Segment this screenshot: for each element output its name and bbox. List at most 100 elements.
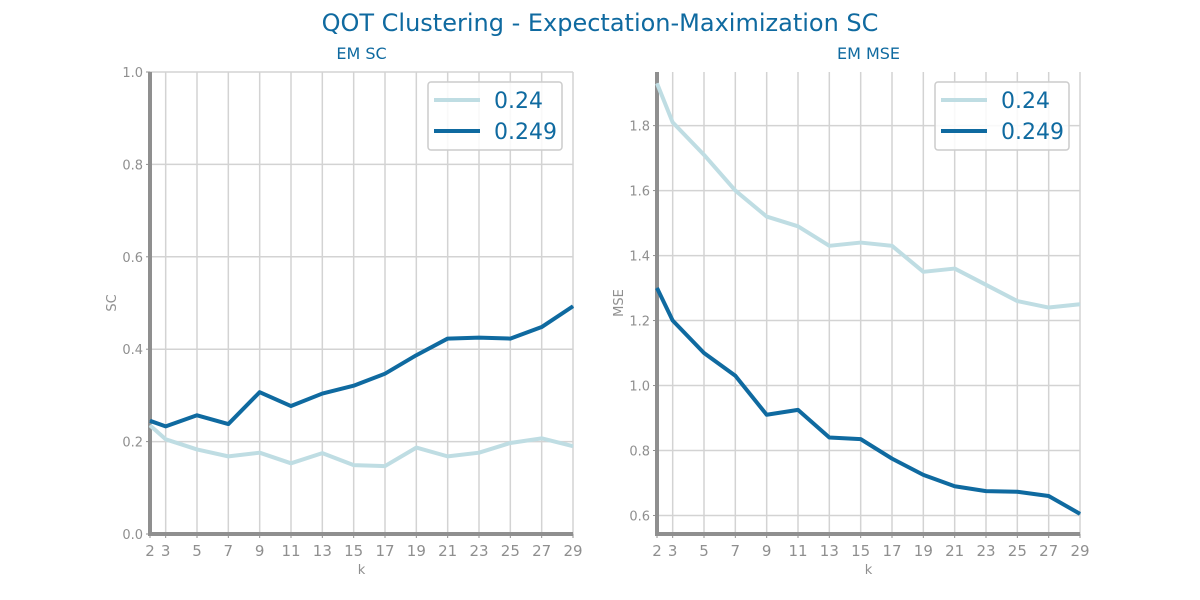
mse-grid xyxy=(656,72,1081,534)
mse-data-point xyxy=(766,216,768,218)
sc-series-light xyxy=(148,423,574,469)
mse-data-point xyxy=(672,121,674,123)
mse-data-point xyxy=(828,245,830,247)
mse-y-tick-label: 0.8 xyxy=(629,445,650,460)
mse-series-dark xyxy=(655,287,1081,516)
mse-legend: 0.24 0.249 xyxy=(934,81,1070,151)
mse-x-tick-label: 19 xyxy=(914,542,933,560)
mse-data-point xyxy=(797,225,799,227)
sc-x-tick-label: 23 xyxy=(469,542,488,560)
mse-x-tick-label: 21 xyxy=(945,542,964,560)
sc-data-point xyxy=(447,455,449,457)
mse-data-point xyxy=(703,352,705,354)
mse-y-tick-label: 0.6 xyxy=(629,509,650,524)
mse-data-point xyxy=(1079,303,1081,305)
sc-x-tick-label: 7 xyxy=(224,542,234,560)
sc-x-tick-label: 27 xyxy=(532,542,551,560)
sc-data-point xyxy=(384,465,386,467)
mse-x-tick-label: 9 xyxy=(762,542,772,560)
sc-data-point xyxy=(572,445,574,447)
mse-data-point xyxy=(891,245,893,247)
mse-data-point xyxy=(860,438,862,440)
sc-data-point xyxy=(165,425,167,427)
sc-data-point xyxy=(572,305,574,307)
mse-chart: 2 3 5 7 9 11 13 15 17 19 21 23 25 27 29 0.6 0.8 1.0 1.2 1.4… xyxy=(612,44,1090,578)
sc-x-tick-label: 17 xyxy=(375,542,394,560)
mse-y-tick-label: 1.2 xyxy=(629,315,650,330)
mse-data-point xyxy=(1079,513,1081,515)
sc-series-line xyxy=(149,304,575,429)
mse-x-tick-label: 17 xyxy=(882,542,901,560)
sc-x-tick-label: 5 xyxy=(192,542,202,560)
mse-data-point xyxy=(672,320,674,322)
sc-y-tick-label: 0.6 xyxy=(122,251,143,266)
sc-x-tick-label: 2 xyxy=(145,542,155,560)
sc-data-point xyxy=(541,326,543,328)
mse-data-point xyxy=(797,409,799,411)
mse-y-axis-label: MSE xyxy=(612,289,627,317)
sc-data-point xyxy=(290,462,292,464)
sc-x-tick-label: 9 xyxy=(255,542,265,560)
sc-series-dark xyxy=(149,304,575,429)
sc-y-tick-label: 0.2 xyxy=(122,436,143,451)
mse-data-point xyxy=(828,437,830,439)
sc-chart-title: EM SC xyxy=(336,44,386,63)
sc-data-point xyxy=(415,447,417,449)
sc-data-point xyxy=(321,452,323,454)
sc-data-point xyxy=(227,455,229,457)
sc-data-point xyxy=(384,373,386,375)
mse-data-point xyxy=(656,82,658,84)
sc-data-point xyxy=(196,448,198,450)
mse-x-tick-label: 3 xyxy=(668,542,678,560)
mse-x-tick-label: 11 xyxy=(788,542,807,560)
sc-data-point xyxy=(353,385,355,387)
sc-data-point xyxy=(259,391,261,393)
mse-chart-title: EM MSE xyxy=(837,44,900,63)
mse-data-point xyxy=(954,268,956,270)
mse-x-axis-label: k xyxy=(865,563,873,578)
mse-x-tick-label: 29 xyxy=(1070,542,1089,560)
mse-series-line xyxy=(655,287,1081,516)
mse-x-tick-label: 25 xyxy=(1008,542,1027,560)
sc-y-tick-label: 0.8 xyxy=(122,158,143,173)
sc-data-point xyxy=(149,424,151,426)
mse-x-tick-label: 27 xyxy=(1039,542,1058,560)
sc-data-point xyxy=(353,464,355,466)
mse-x-tick-label: 13 xyxy=(820,542,839,560)
sc-data-point xyxy=(478,452,480,454)
sc-x-tick-label: 29 xyxy=(563,542,582,560)
mse-data-point xyxy=(656,287,658,289)
sc-x-tick-label: 13 xyxy=(313,542,332,560)
sc-legend-label: 0.24 xyxy=(494,89,543,114)
mse-data-point xyxy=(860,242,862,244)
mse-data-point xyxy=(734,375,736,377)
mse-data-point xyxy=(922,474,924,476)
sc-y-tick-label: 0.0 xyxy=(122,528,143,543)
sc-data-point xyxy=(165,438,167,440)
sc-data-point xyxy=(415,354,417,356)
sc-series-line xyxy=(148,423,574,469)
mse-y-tick-label: 1.8 xyxy=(629,120,650,135)
mse-data-point xyxy=(985,284,987,286)
figure-title: QOT Clustering - Expectation-Maximizatio… xyxy=(322,9,879,37)
mse-data-point xyxy=(954,485,956,487)
sc-data-point xyxy=(447,338,449,340)
sc-x-tick-label: 15 xyxy=(344,542,363,560)
sc-data-point xyxy=(509,442,511,444)
mse-legend-label: 0.249 xyxy=(1001,120,1064,145)
mse-data-point xyxy=(1016,491,1018,493)
mse-x-tick-label: 15 xyxy=(851,542,870,560)
mse-data-point xyxy=(922,271,924,273)
mse-data-point xyxy=(1048,307,1050,309)
mse-series-light xyxy=(655,82,1081,310)
mse-x-tick-label: 5 xyxy=(699,542,709,560)
mse-y-tick-label: 1.6 xyxy=(629,185,650,200)
sc-y-tick-label: 1.0 xyxy=(122,66,143,81)
sc-y-axis-label: SC xyxy=(105,294,120,311)
sc-x-tick-label: 3 xyxy=(161,542,171,560)
sc-chart: 2 3 5 7 9 11 13 15 17 19 21 23 25 27 29 0.0 0.2 0.4 0.6 0.8… xyxy=(105,44,583,578)
sc-x-tick-label: 11 xyxy=(281,542,300,560)
mse-x-tick-label: 7 xyxy=(731,542,741,560)
sc-data-point xyxy=(541,437,543,439)
